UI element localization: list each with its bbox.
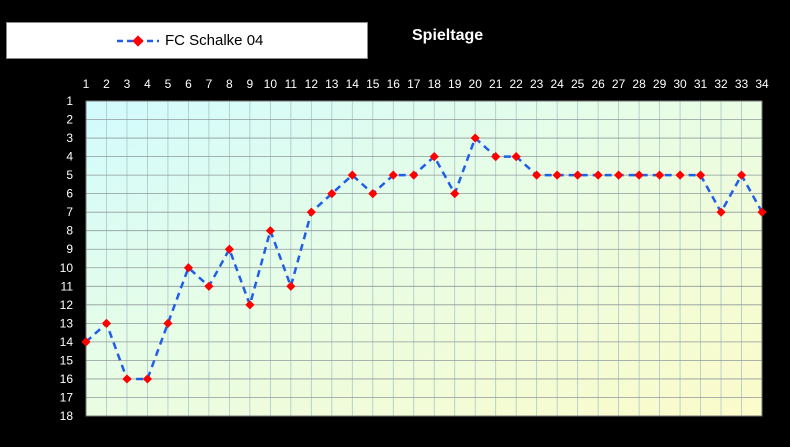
y-tick-label: 7 xyxy=(66,205,73,219)
series-line xyxy=(85,136,764,381)
x-tick-label: 18 xyxy=(428,77,442,91)
y-tick-label: 18 xyxy=(60,409,74,423)
x-tick-label: 7 xyxy=(206,77,213,91)
legend-series-marker xyxy=(117,35,159,47)
x-tick-label: 22 xyxy=(510,77,524,91)
data-point xyxy=(695,170,706,180)
legend: FC Schalke 04 xyxy=(6,22,368,59)
plot-area xyxy=(86,101,762,416)
x-tick-label: 13 xyxy=(325,77,339,91)
x-tick-label: 10 xyxy=(264,77,278,91)
data-point xyxy=(736,170,747,180)
x-tick-label: 9 xyxy=(247,77,254,91)
data-point xyxy=(142,374,153,384)
data-point xyxy=(224,244,234,254)
x-tick-label: 6 xyxy=(185,77,192,91)
y-tick-label: 10 xyxy=(60,261,74,275)
y-tick-label: 8 xyxy=(66,224,73,238)
data-point xyxy=(593,170,603,180)
x-tick-label: 2 xyxy=(103,77,110,91)
y-tick-label: 16 xyxy=(60,372,74,386)
data-point xyxy=(204,281,214,291)
y-tick-label: 12 xyxy=(60,298,74,312)
y-tick-label: 4 xyxy=(66,150,73,164)
data-point xyxy=(265,226,275,236)
x-tick-label: 34 xyxy=(755,77,769,91)
x-tick-label: 27 xyxy=(612,77,626,91)
y-tick-label: 9 xyxy=(66,242,73,256)
data-point xyxy=(101,318,112,328)
data-point xyxy=(347,170,357,180)
data-point xyxy=(532,170,542,180)
x-tick-label: 19 xyxy=(448,77,462,91)
y-tick-label: 15 xyxy=(60,353,74,367)
x-tick-label: 12 xyxy=(305,77,319,91)
data-point xyxy=(573,170,583,180)
data-point xyxy=(757,207,767,217)
chart-title: Spieltage xyxy=(412,27,484,44)
data-point xyxy=(81,337,91,347)
x-tick-label: 32 xyxy=(714,77,728,91)
data-point xyxy=(552,170,562,180)
x-tick-label: 17 xyxy=(407,77,421,91)
data-point xyxy=(511,151,521,162)
x-tick-label: 11 xyxy=(285,77,298,91)
y-tick-label: 17 xyxy=(60,390,74,404)
y-tick-label: 13 xyxy=(60,316,74,330)
data-point xyxy=(654,170,665,180)
plot-border xyxy=(85,100,763,417)
x-tick-label: 16 xyxy=(387,77,401,91)
x-tick-label: 15 xyxy=(366,77,380,91)
y-tick-label: 1 xyxy=(66,94,73,108)
x-tick-label: 5 xyxy=(165,77,172,91)
data-point xyxy=(388,170,398,180)
x-tick-label: 21 xyxy=(489,77,503,91)
y-tick-label: 3 xyxy=(66,131,73,145)
x-tick-label: 29 xyxy=(653,77,667,91)
data-point xyxy=(491,151,501,162)
data-point xyxy=(183,263,194,273)
data-point xyxy=(634,170,644,180)
data-point xyxy=(163,318,173,328)
data-point xyxy=(286,281,296,291)
data-point xyxy=(429,151,439,162)
x-tick-label: 24 xyxy=(550,77,564,91)
x-tick-label: 26 xyxy=(591,77,605,91)
x-tick-label: 30 xyxy=(673,77,687,91)
x-tick-label: 23 xyxy=(530,77,544,91)
y-tick-label: 2 xyxy=(66,113,73,127)
y-tick-label: 14 xyxy=(60,335,74,349)
data-point xyxy=(245,300,255,310)
x-tick-label: 31 xyxy=(694,77,708,91)
data-point xyxy=(306,207,316,217)
data-point xyxy=(327,189,337,199)
x-tick-label: 20 xyxy=(469,77,483,91)
data-point xyxy=(675,170,685,180)
y-tick-label: 6 xyxy=(66,187,73,201)
x-tick-label: 28 xyxy=(632,77,646,91)
x-tick-label: 8 xyxy=(226,77,233,91)
data-point xyxy=(470,133,480,143)
x-tick-label: 14 xyxy=(346,77,360,91)
data-point xyxy=(614,170,624,180)
x-tick-label: 4 xyxy=(144,77,151,91)
y-tick-label: 5 xyxy=(66,168,73,182)
x-tick-label: 25 xyxy=(571,77,585,91)
data-point xyxy=(368,189,378,199)
y-tick-label: 11 xyxy=(61,279,74,293)
data-point xyxy=(409,170,419,180)
x-tick-label: 3 xyxy=(124,77,131,91)
data-point xyxy=(450,189,460,199)
data-point xyxy=(122,374,132,384)
x-tick-label: 33 xyxy=(735,77,749,91)
x-tick-label: 1 xyxy=(83,77,90,91)
legend-series-label: FC Schalke 04 xyxy=(165,32,264,49)
data-point xyxy=(716,207,726,217)
